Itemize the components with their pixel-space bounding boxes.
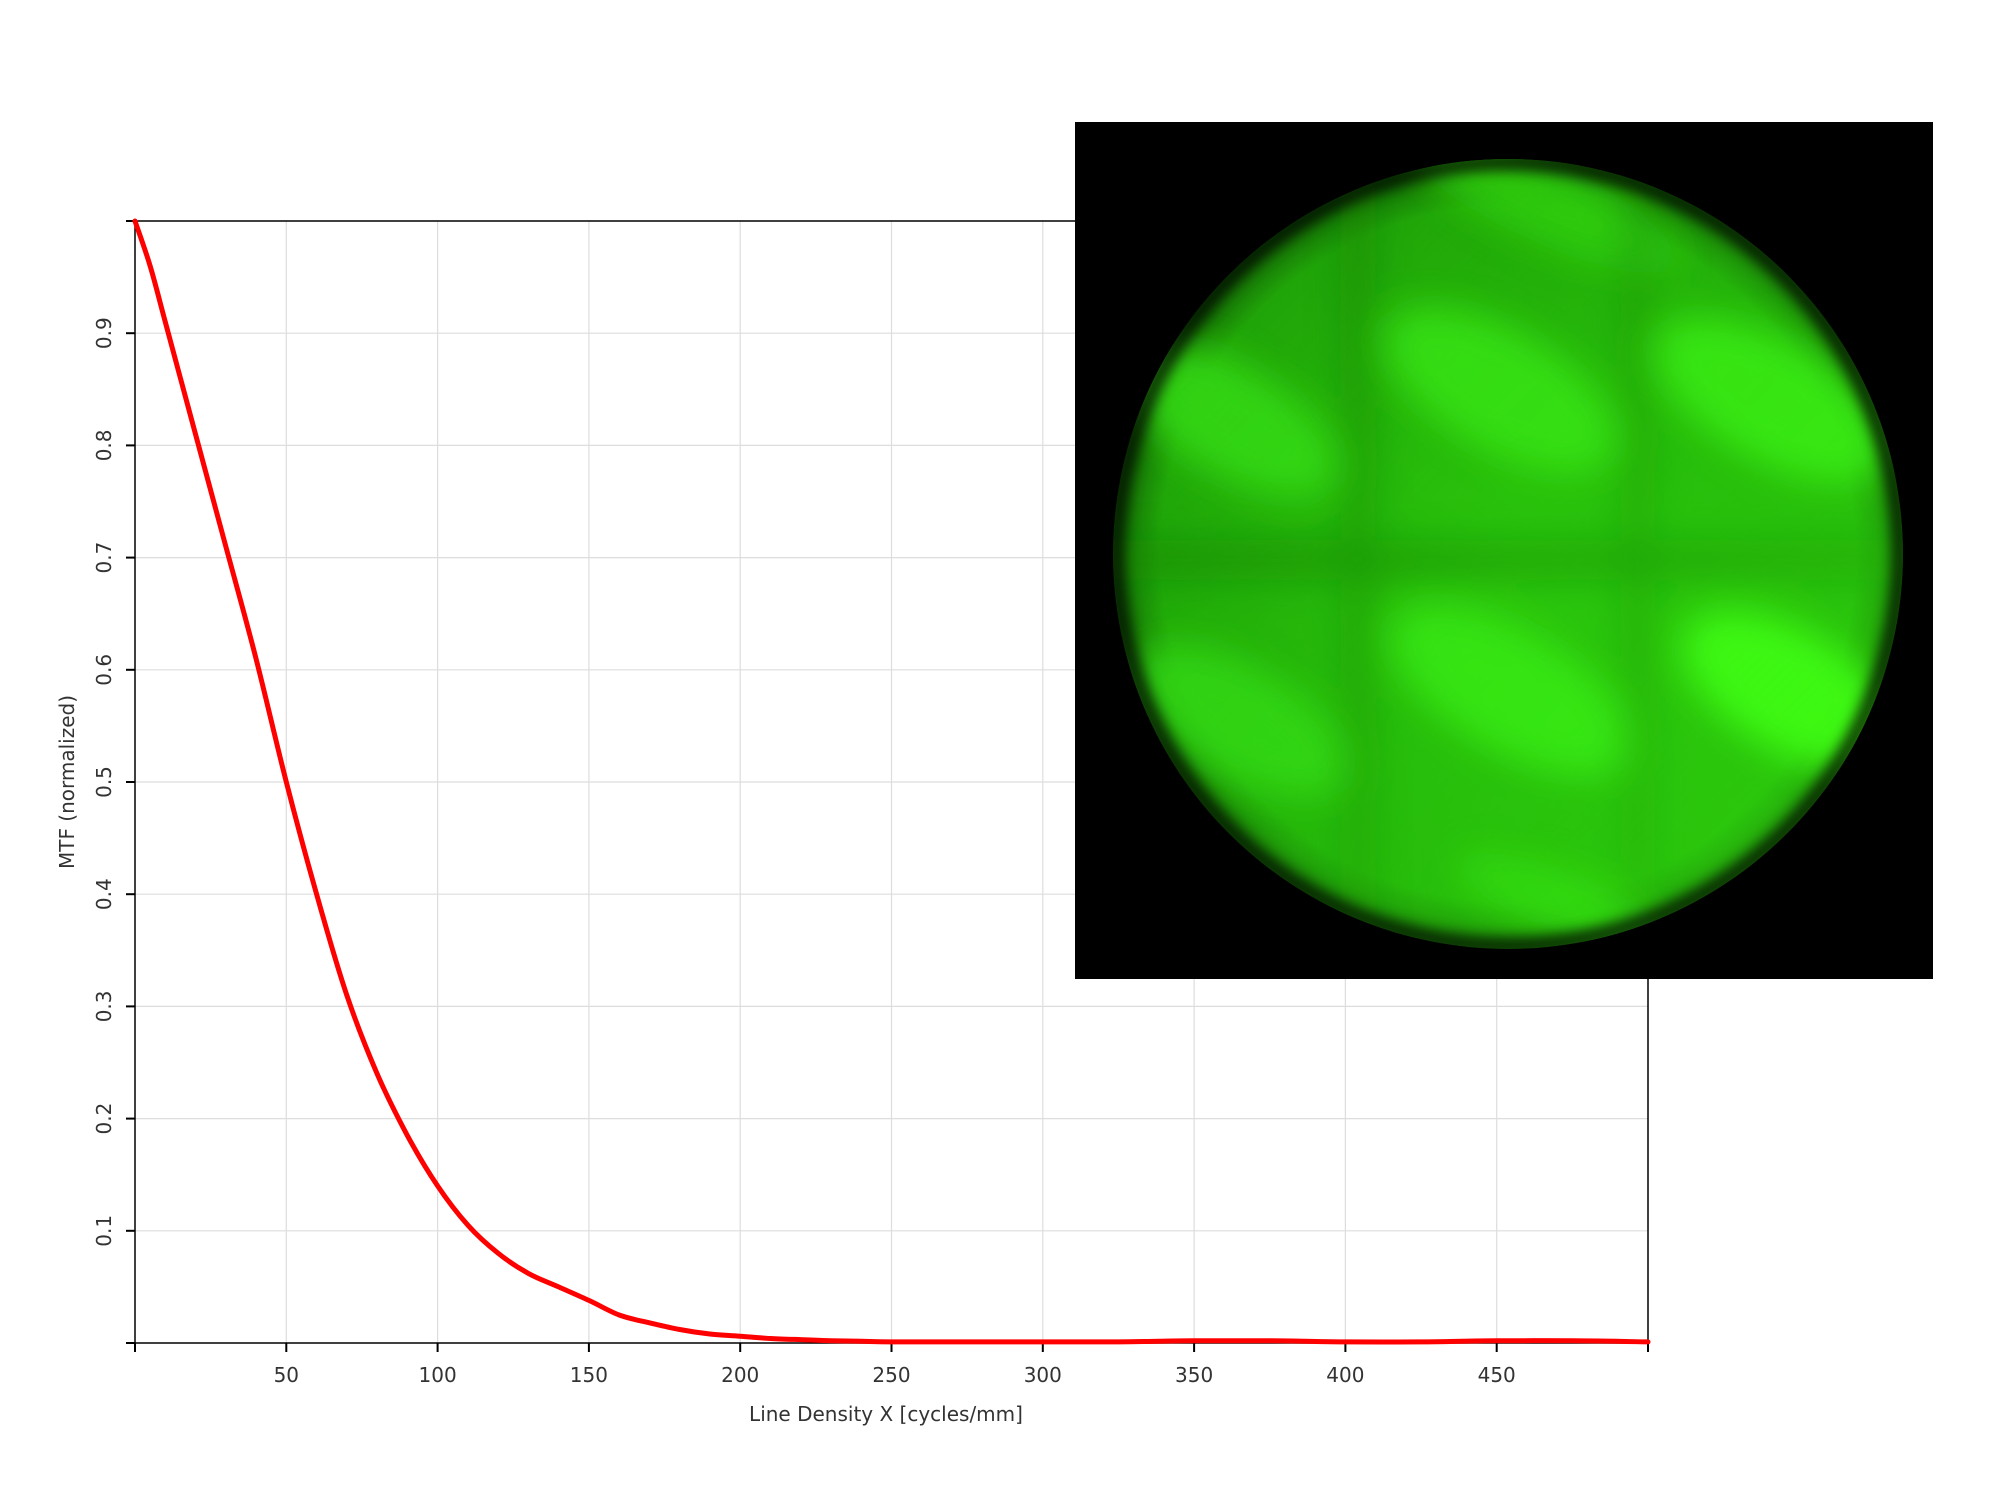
mtf-series-line <box>132 218 1651 1345</box>
y-axis-ticks: 0.1 0.2 0.3 0.4 0.5 0.6 0.7 0.8 0.9 <box>92 220 135 1344</box>
x-tick-label: 450 <box>1478 1363 1516 1387</box>
y-tick-label: 0.6 <box>92 654 116 686</box>
x-tick-label: 400 <box>1326 1363 1364 1387</box>
pupil-disc <box>1113 159 1903 949</box>
x-tick-label: 300 <box>1024 1363 1062 1387</box>
y-tick-label: 0.9 <box>92 317 116 349</box>
x-tick-label: 200 <box>721 1363 759 1387</box>
x-tick-label: 150 <box>570 1363 608 1387</box>
x-tick-label: 350 <box>1175 1363 1213 1387</box>
series-layer <box>132 218 1651 1345</box>
x-axis-ticks: 50 100 150 200 250 300 350 400 450 <box>134 1343 1649 1387</box>
y-tick-label: 0.8 <box>92 429 116 461</box>
y-tick-label: 0.3 <box>92 990 116 1022</box>
x-axis-title: Line Density X [cycles/mm] <box>749 1402 1023 1426</box>
y-tick-label: 0.7 <box>92 542 116 574</box>
y-axis-title: MTF (normalized) <box>55 695 79 869</box>
y-tick-label: 0.4 <box>92 878 116 910</box>
x-tick-label: 50 <box>274 1363 299 1387</box>
x-tick-label: 250 <box>872 1363 910 1387</box>
y-tick-label: 0.2 <box>92 1103 116 1135</box>
y-tick-label: 0.1 <box>92 1215 116 1247</box>
x-tick-label: 100 <box>419 1363 457 1387</box>
pupil-inset-image <box>1075 122 1933 979</box>
y-tick-label: 0.5 <box>92 766 116 798</box>
